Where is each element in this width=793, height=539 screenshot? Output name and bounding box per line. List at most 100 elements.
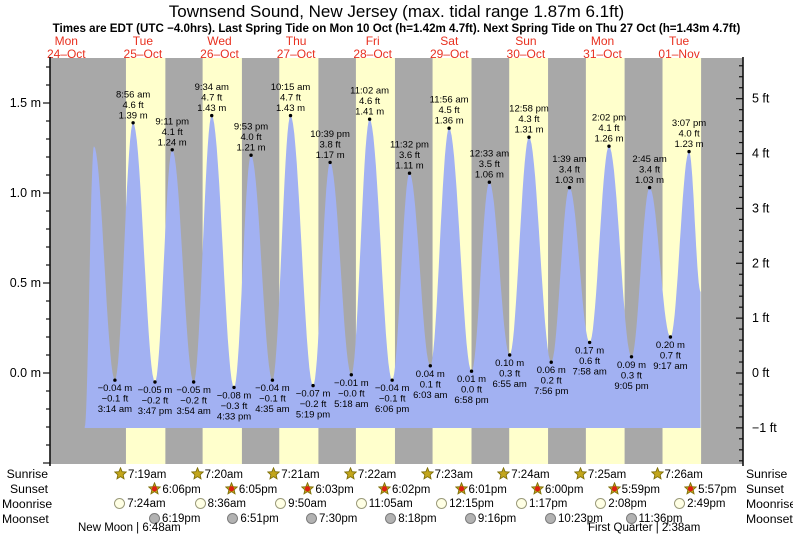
tide-point-dot	[469, 369, 474, 373]
sunset-icon	[148, 481, 162, 495]
moon-phase-note: First Quarter | 2:38am	[588, 522, 701, 534]
moonset-time: 6:51pm	[240, 513, 279, 525]
high-tide-label: 11:56 am 4.5 ft 1.36 m	[430, 95, 469, 127]
sunrise-icon	[573, 466, 588, 480]
tide-point-dot	[567, 185, 572, 190]
sunset-icon	[683, 481, 698, 495]
moonrise-event: 2:49pm	[674, 497, 725, 512]
moonset-event: 6:19pm	[149, 512, 200, 527]
day-label: Mon 31–Oct	[564, 35, 642, 61]
sunset-time: 5:57pm	[698, 484, 737, 496]
sunrise-icon	[650, 466, 664, 480]
sunrise-time: 7:22am	[357, 469, 397, 481]
moonrise-time: 9:50am	[288, 498, 327, 510]
row-label-sunrise-right: Sunrise	[746, 467, 788, 481]
low-tide-label: −0.01 m −0.0 ft 5:18 am	[334, 378, 369, 410]
tide-point-dot	[367, 117, 372, 121]
sunrise-time: 7:23am	[434, 469, 473, 481]
tide-point-dot	[607, 144, 611, 148]
sunset-event: 5:59pm	[607, 481, 660, 498]
tide-point-dot	[507, 353, 512, 357]
sunrise-event: 7:19am	[113, 466, 166, 483]
sunset-time: 5:59pm	[621, 484, 660, 496]
tide-point-dot	[311, 383, 315, 388]
sunrise-icon	[267, 466, 281, 480]
day-label: Mon 24–Oct	[27, 35, 105, 61]
high-tide-label: 10:15 am 4.7 ft 1.43 m	[271, 82, 311, 114]
y-axis-label-m: 1.0 m	[10, 186, 41, 200]
high-tide-label: 2:45 am 3.4 ft 1.03 m	[632, 154, 666, 186]
sunrise-icon	[343, 466, 358, 480]
tide-point-dot	[191, 380, 196, 384]
day-name: Mon	[54, 34, 78, 48]
tide-point-dot	[647, 185, 652, 190]
moonset-time: 11:36pm	[638, 513, 683, 525]
day-name: Thu	[285, 34, 307, 48]
high-tide-label: 10:39 pm 3.8 ft 1.17 m	[310, 129, 350, 161]
low-tide-label: −0.04 m −0.1 ft 4:35 am	[255, 383, 290, 415]
moonrise-icon	[275, 497, 287, 509]
moonset-event: 9:16pm	[464, 512, 517, 527]
day-date: 29–Oct	[429, 47, 469, 61]
day-date: 24–Oct	[46, 47, 86, 61]
sunset-time: 6:06pm	[162, 484, 201, 496]
high-tide-label: 9:34 am 4.7 ft 1.43 m	[195, 82, 229, 114]
tide-point-dot	[210, 113, 214, 118]
sunset-time: 6:01pm	[468, 484, 507, 496]
sunset-icon	[454, 481, 468, 495]
moonrise-time: 11:05am	[368, 498, 413, 510]
tide-point-dot	[390, 378, 394, 382]
high-tide-label: 1:39 am 3.4 ft 1.03 m	[552, 154, 586, 186]
tide-point-dot	[153, 380, 157, 384]
sunrise-event: 7:21am	[267, 466, 320, 483]
high-tide-label: 3:07 pm 4.0 ft 1.23 m	[672, 118, 706, 150]
high-tide-label: 12:58 pm 4.3 ft 1.31 m	[509, 104, 549, 136]
tide-point-dot	[249, 153, 253, 157]
high-tide-label: 8:56 am 4.6 ft 1.39 m	[116, 89, 150, 121]
high-tide-label: 11:02 am 4.6 ft 1.41 m	[350, 86, 389, 118]
moonrise-icon	[194, 497, 206, 509]
tide-point-dot	[587, 340, 592, 345]
moonrise-icon	[355, 497, 367, 509]
y-axis-label-m: 0.5 m	[10, 276, 41, 290]
day-label: Sun 30–Oct	[487, 35, 565, 61]
day-name: Tue	[132, 34, 153, 48]
sunset-event: 6:05pm	[224, 481, 277, 498]
row-label-moonrise-left: Moonrise	[2, 497, 53, 511]
row-label-sunset-right: Sunset	[746, 482, 784, 496]
moonset-icon	[464, 512, 476, 524]
moonset-time: 9:16pm	[477, 513, 517, 525]
page-title: Townsend Sound, New Jersey (max. tidal r…	[168, 2, 625, 21]
low-tide-label: 0.20 m 0.7 ft 9:17 am	[653, 340, 687, 372]
sunrise-event: 7:26am	[650, 466, 703, 483]
day-header-row: Mon 24–Oct Tue 25–Oct Wed 26–Oct Thu 27–Oct Fri 2…	[0, 0, 793, 63]
sunrise-time: 7:21am	[281, 469, 320, 481]
moonrise-event: 8:36am	[194, 497, 246, 512]
tide-point-dot	[687, 149, 691, 154]
sunset-event: 6:02pm	[377, 481, 430, 498]
moonrise-time: 7:24am	[127, 498, 166, 510]
tide-point-dot	[527, 135, 531, 139]
high-tide-label: 9:53 pm 4.0 ft 1.21 m	[234, 122, 268, 154]
y-axis-label-m: 1.5 m	[10, 96, 41, 110]
moonset-icon	[545, 512, 557, 524]
day-date: 28–Oct	[353, 47, 393, 61]
moonset-time: 6:19pm	[162, 513, 201, 525]
sunrise-event: 7:24am	[496, 466, 550, 483]
low-tide-label: 0.01 m 0.0 ft 6:58 pm	[454, 374, 488, 406]
sunrise-icon	[190, 466, 204, 480]
day-date: 01–Nov	[658, 47, 700, 61]
day-date: 26–Oct	[200, 47, 239, 61]
moonrise-icon	[674, 497, 686, 509]
tide-point-dot	[328, 160, 332, 165]
sunrise-event: 7:20am	[190, 466, 243, 483]
sunset-time: 6:00pm	[545, 484, 584, 496]
moonset-time: 10:23pm	[558, 513, 603, 525]
low-tide-label: −0.08 m −0.3 ft 4:33 pm	[217, 390, 252, 422]
sunset-event: 5:57pm	[683, 481, 737, 498]
sunset-event: 6:06pm	[148, 481, 201, 498]
low-tide-label: −0.04 m −0.1 ft 3:14 am	[98, 383, 133, 415]
